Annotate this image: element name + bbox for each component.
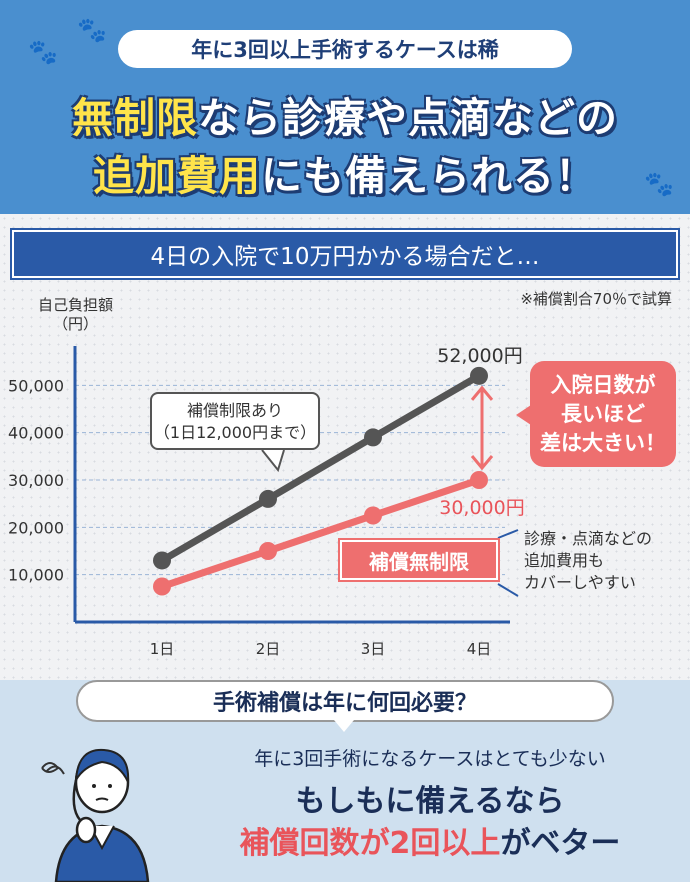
y-axis-label: 自己負担額 （円） <box>38 296 114 333</box>
x-tick-label: 3日 <box>361 640 386 658</box>
callout-pointer <box>261 449 285 473</box>
question-pill: 手術補償は年に何回必要？ <box>76 680 614 722</box>
tag-unlimited: 補償無制限 <box>340 540 498 580</box>
calc-note: ※補償割合70％で試算 <box>520 290 672 308</box>
paw-icon: 🐾 <box>77 16 107 44</box>
data-point-limited <box>153 551 171 570</box>
side-note-pointer <box>497 529 519 539</box>
data-point-unlimited <box>470 471 488 489</box>
paw-icon: 🐾 <box>28 38 58 66</box>
series-line-limited <box>160 372 481 564</box>
question-pill-tail <box>334 720 354 732</box>
worried-person-illustration <box>41 748 150 882</box>
data-point-unlimited <box>153 577 171 596</box>
data-point-unlimited <box>259 542 277 560</box>
difference-arrow-head <box>470 385 494 401</box>
x-tick-label: 2日 <box>256 640 281 658</box>
value-label-top: 52,000円 <box>437 345 522 367</box>
headline-line2: 追加費用にも備えられる！ <box>93 152 597 200</box>
y-tick-label: 20,000 <box>8 518 64 537</box>
value-label-bottom: 30,000円 <box>439 497 524 519</box>
data-point-unlimited <box>364 506 382 525</box>
x-tick-label: 4日 <box>467 640 492 658</box>
bottom-line3: 補償回数が2回以上がベター <box>239 826 621 861</box>
section-banner: 4日の入院で10万円かかる場合だと… <box>12 230 678 278</box>
side-note: 診療・点滴などの 追加費用も カバーしやすい <box>524 529 653 592</box>
headline-line1: 無制限なら診療や点滴などの <box>72 94 618 142</box>
y-tick-label: 10,000 <box>8 566 64 585</box>
y-tick-label: 40,000 <box>8 424 64 443</box>
bottom-line2: もしもに備えるなら <box>295 784 565 819</box>
y-tick-label: 30,000 <box>8 471 64 490</box>
line-chart: 10,000 20,000 30,000 40,000 50,000 1日 2日 3日 4日 52… <box>8 345 525 658</box>
data-point-limited <box>470 366 488 385</box>
difference-bubble: 入院日数が 長いほど 差は大きい！ <box>516 361 676 467</box>
data-point-limited <box>364 428 382 447</box>
bottom-line1: 年に3回手術になるケースはとても少ない <box>254 748 606 770</box>
callout-limited: 補償制限あり （1日12,000円まで） <box>150 392 320 450</box>
header-pill: 年に3回以上手術するケースは稀 <box>118 30 572 68</box>
y-tick-label: 50,000 <box>8 376 64 395</box>
difference-arrow-head <box>470 455 494 471</box>
side-note-pointer <box>497 583 519 597</box>
series-line-unlimited <box>160 476 481 590</box>
x-tick-label: 1日 <box>150 640 175 658</box>
data-point-limited <box>259 489 277 508</box>
paw-icon: 🐾 <box>644 170 674 198</box>
